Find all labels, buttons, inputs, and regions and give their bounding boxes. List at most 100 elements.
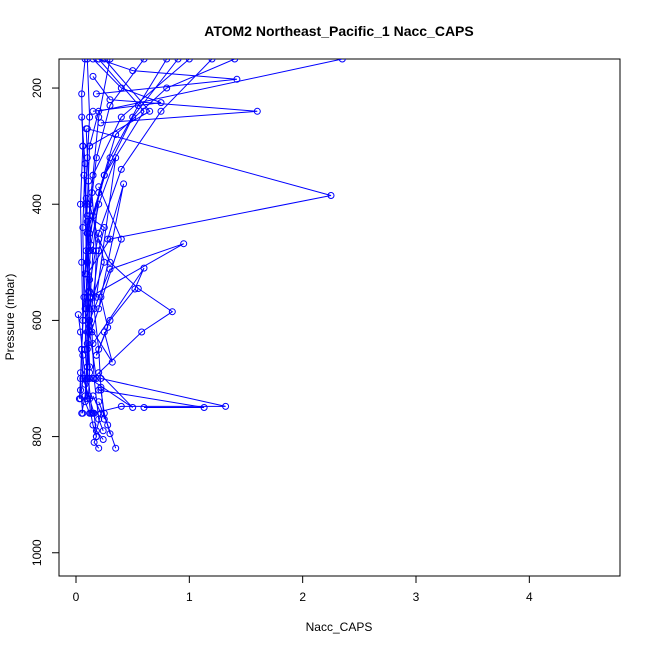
- y-tick-label: 1000: [30, 539, 44, 566]
- data-point: [99, 436, 107, 443]
- series-38: [89, 392, 107, 443]
- data-point: [86, 113, 94, 121]
- data-point: [106, 316, 114, 324]
- data-point: [157, 99, 165, 107]
- data-point: [88, 328, 96, 336]
- series-line: [86, 186, 122, 344]
- data-point: [78, 90, 86, 98]
- series-6: [83, 59, 193, 295]
- data-point: [97, 119, 105, 127]
- series-5: [83, 125, 335, 371]
- data-point: [97, 383, 105, 391]
- data-point: [140, 264, 148, 272]
- x-tick-label: 1: [186, 590, 193, 604]
- series-line: [82, 146, 93, 414]
- y-tick-label: 600: [30, 310, 44, 330]
- data-point: [92, 154, 100, 162]
- data-point: [131, 285, 139, 293]
- data-point: [129, 404, 137, 411]
- data-point: [77, 369, 84, 377]
- data-point: [168, 308, 176, 316]
- series-line: [98, 389, 205, 408]
- series-line: [92, 378, 226, 414]
- series-line: [79, 117, 86, 414]
- data-point: [92, 375, 100, 382]
- data-point: [80, 171, 88, 179]
- x-axis-label: Nacc_CAPS: [306, 620, 373, 634]
- x-axis: 0 1 2 3 4: [73, 575, 533, 604]
- data-point: [79, 224, 87, 231]
- data-point: [180, 240, 188, 248]
- data-point: [95, 183, 103, 191]
- data-point: [86, 328, 94, 336]
- data-point: [89, 171, 97, 179]
- data-point: [89, 59, 97, 63]
- data-point: [106, 96, 114, 104]
- data-point: [83, 328, 91, 336]
- data-point: [90, 438, 98, 446]
- series-line: [80, 59, 343, 399]
- series-35: [82, 125, 95, 371]
- data-point: [90, 305, 98, 313]
- data-point: [104, 323, 112, 331]
- data-point: [174, 59, 182, 63]
- data-point: [92, 90, 100, 98]
- data-point: [138, 328, 146, 336]
- data-point: [92, 427, 100, 435]
- series-23: [95, 386, 208, 411]
- data-point: [117, 402, 125, 410]
- data-point: [83, 340, 91, 348]
- data-point: [117, 113, 125, 121]
- data-point: [100, 59, 108, 63]
- data-point: [82, 125, 90, 133]
- x-tick-label: 3: [413, 590, 420, 604]
- series-15: [89, 59, 165, 115]
- data-point: [146, 107, 154, 115]
- series-line: [91, 192, 105, 420]
- data-point: [112, 154, 120, 162]
- data-point: [108, 358, 116, 366]
- data-point: [81, 270, 89, 278]
- data-point: [253, 107, 261, 115]
- data-point: [95, 113, 103, 121]
- chart-title: ATOM2 Northeast_Pacific_1 Nacc_CAPS: [204, 23, 473, 39]
- data-point: [104, 421, 112, 429]
- series-line: [92, 59, 162, 112]
- data-point: [95, 305, 103, 313]
- x-tick-label: 4: [526, 590, 533, 604]
- data-point: [97, 293, 105, 301]
- data-point: [81, 380, 89, 388]
- data-point: [99, 427, 107, 435]
- data-point: [100, 171, 108, 179]
- series-line: [86, 59, 111, 234]
- data-point: [120, 180, 128, 188]
- series-line: [95, 297, 109, 356]
- data-point: [185, 59, 193, 63]
- data-point: [208, 59, 216, 63]
- data-point: [117, 84, 125, 92]
- data-point: [81, 59, 89, 63]
- data-point: [83, 363, 91, 371]
- data-point: [86, 375, 94, 382]
- series-1: [81, 59, 148, 417]
- data-point: [83, 299, 91, 307]
- data-point: [86, 409, 94, 417]
- series-layer: [74, 59, 346, 452]
- series-line: [89, 59, 151, 147]
- data-point: [79, 142, 87, 150]
- data-point: [112, 444, 120, 452]
- data-point: [79, 375, 87, 382]
- data-point: [90, 375, 98, 382]
- data-point: [95, 200, 103, 208]
- series-14: [92, 59, 241, 98]
- series-34: [88, 189, 108, 423]
- data-point: [79, 351, 87, 359]
- data-point: [89, 421, 97, 429]
- series-36: [79, 142, 96, 417]
- data-point: [81, 305, 89, 313]
- data-point: [129, 67, 137, 75]
- data-point: [157, 107, 165, 115]
- series-line: [92, 238, 174, 379]
- data-point: [95, 59, 103, 63]
